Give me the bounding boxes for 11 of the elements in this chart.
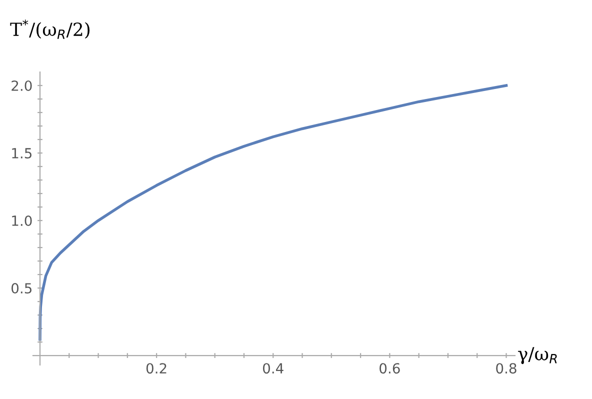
x-tick-label: 0.6 (380, 363, 400, 374)
y-tick-label: 2.0 (12, 80, 32, 91)
x-tick-label: 0.4 (263, 363, 284, 374)
y-tick-label: 1.5 (12, 148, 32, 158)
y-axis-title: T$^{*}$/(ω$_{R}$/2) (10, 20, 90, 39)
y-tick-label: 0.5 (12, 283, 32, 294)
x-tick-label: 0.2 (146, 363, 166, 374)
x-axis-title: γ/ω$_{R}$ (518, 347, 557, 364)
x-tick-label: 0.8 (496, 363, 516, 374)
line-series (38, 84, 508, 341)
y-tick-label: 1.0 (12, 215, 32, 226)
